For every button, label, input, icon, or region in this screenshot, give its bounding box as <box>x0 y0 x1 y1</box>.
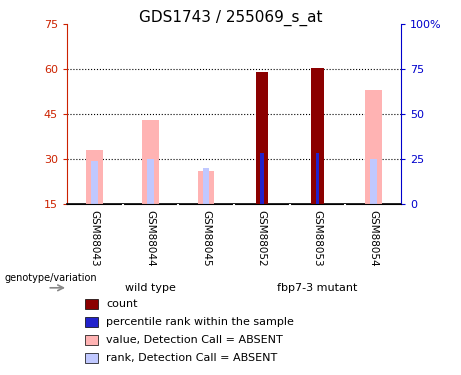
Text: GSM88053: GSM88053 <box>313 210 323 267</box>
Text: GSM88045: GSM88045 <box>201 210 211 267</box>
Text: genotype/variation: genotype/variation <box>5 273 97 284</box>
Bar <box>311 68 324 204</box>
Bar <box>147 159 154 204</box>
Bar <box>260 153 264 204</box>
Bar <box>203 168 209 204</box>
Text: value, Detection Call = ABSENT: value, Detection Call = ABSENT <box>106 335 283 345</box>
Bar <box>198 171 214 204</box>
Bar <box>316 153 319 204</box>
Text: GSM88054: GSM88054 <box>368 210 378 267</box>
Bar <box>91 161 98 204</box>
Text: GDS1743 / 255069_s_at: GDS1743 / 255069_s_at <box>139 9 322 26</box>
Bar <box>86 150 103 204</box>
Bar <box>142 120 159 204</box>
Bar <box>370 159 377 204</box>
Text: fbp7-3 mutant: fbp7-3 mutant <box>278 283 358 293</box>
Text: count: count <box>106 299 138 309</box>
Text: rank, Detection Call = ABSENT: rank, Detection Call = ABSENT <box>106 353 278 363</box>
Text: GSM88043: GSM88043 <box>90 210 100 267</box>
Bar <box>365 90 382 204</box>
Text: wild type: wild type <box>125 283 176 293</box>
Bar <box>256 72 268 204</box>
Text: GSM88044: GSM88044 <box>145 210 155 267</box>
Text: GSM88052: GSM88052 <box>257 210 267 267</box>
Text: percentile rank within the sample: percentile rank within the sample <box>106 317 295 327</box>
